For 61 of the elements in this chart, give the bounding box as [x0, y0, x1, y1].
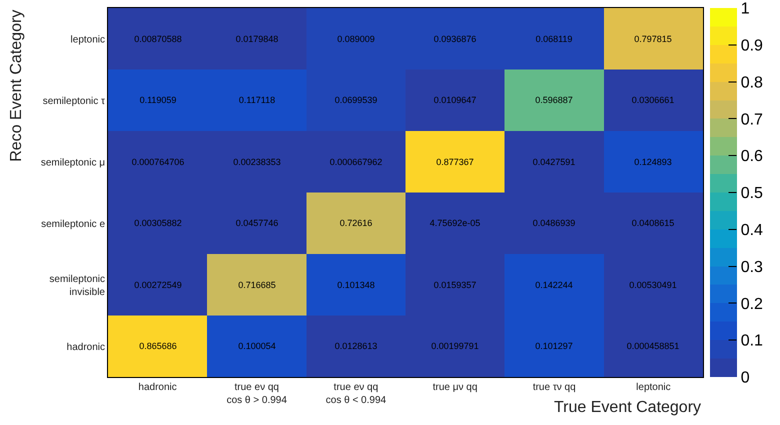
color-bar-label: 0.7: [740, 111, 764, 128]
color-bar-label: 0.4: [740, 222, 764, 239]
data-label: 0.0159357: [434, 280, 476, 290]
color-bar-label: 0.1: [740, 332, 764, 350]
color-bar-label: 0: [740, 370, 750, 387]
data-label: 0.0699539: [334, 95, 378, 106]
color-bar-label: 0.2: [740, 296, 764, 313]
data-label: 0.0427591: [532, 157, 576, 168]
color-bar-label: 0.5: [740, 185, 764, 202]
data-label: 0.117118: [238, 95, 276, 106]
x-tick-label: hadronic: [138, 382, 177, 393]
y-tick-label: leptonic: [70, 34, 105, 46]
data-label: 0.596887: [535, 95, 573, 106]
x-tick-label: true eν qq cos θ < 0.994: [326, 382, 387, 406]
y-tick-label: hadronic: [66, 342, 105, 353]
data-label: 0.142244: [535, 280, 573, 290]
data-label: 0.100054: [238, 341, 276, 352]
y-tick-label: semileptonic μ: [40, 157, 106, 168]
data-label: 0.000667962: [330, 157, 382, 168]
data-label: 0.0936876: [434, 34, 476, 44]
y-axis-title: Reco Event Category: [8, 10, 25, 162]
data-label: 0.00305882: [134, 218, 182, 228]
y-tick-label: semileptonic τ: [42, 96, 106, 107]
data-label: 0.865686: [139, 341, 177, 352]
data-label: 0.00199791: [431, 341, 479, 352]
color-bar-label: 0.9: [740, 38, 764, 54]
data-label: 0.797815: [634, 34, 672, 44]
data-label: 0.068119: [536, 34, 572, 44]
x-tick-label: true μν qq: [432, 382, 478, 393]
data-label: 0.119059: [140, 95, 176, 106]
data-label: 0.000764706: [132, 157, 184, 168]
color-bar-label: 1: [740, 0, 750, 18]
y-tick-label: semileptonic invisible: [49, 274, 106, 298]
y-tick-label: semileptonic e: [41, 218, 106, 230]
data-label: 0.101297: [535, 341, 573, 352]
data-label: 0.00530491: [629, 280, 677, 290]
data-label: 0.00272549: [134, 280, 182, 290]
data-label: 0.00870588: [134, 34, 182, 44]
color-bar-label: 0.3: [740, 258, 764, 276]
x-tick-label: true eν qq cos θ > 0.994: [226, 382, 288, 406]
data-label: 0.72616: [340, 218, 372, 228]
data-label: 0.089009: [337, 34, 375, 44]
data-label: 0.0306661: [632, 95, 674, 106]
data-label: 0.124893: [634, 157, 672, 168]
data-label: 0.877367: [436, 157, 474, 168]
data-label: 4.75692e-05: [430, 218, 480, 228]
data-label: 0.0128613: [334, 341, 378, 352]
data-label: 0.00238353: [233, 157, 281, 168]
data-label: 0.0457746: [236, 218, 278, 228]
color-bar-label: 0.8: [740, 74, 764, 92]
data-label: 0.000458851: [626, 341, 680, 352]
data-label: 0.101348: [337, 280, 375, 290]
data-label: 0.0408615: [632, 218, 674, 228]
data-label: 0.0109647: [434, 95, 476, 106]
data-label: 0.0486939: [532, 218, 576, 228]
color-bar-label: 0.6: [740, 148, 764, 166]
x-tick-label: true τν qq: [532, 382, 576, 393]
data-label: 0.716685: [238, 280, 276, 290]
x-tick-label: leptonic: [636, 382, 671, 393]
data-label: 0.0179848: [236, 34, 278, 44]
x-axis-title: True Event Category: [554, 399, 702, 416]
